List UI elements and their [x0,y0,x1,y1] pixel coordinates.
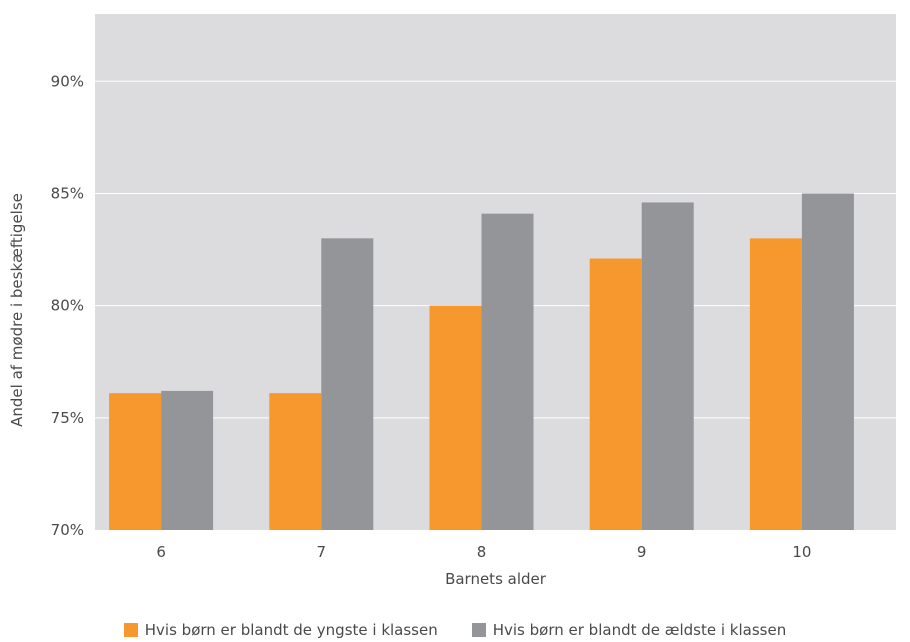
legend-label-oldest: Hvis børn er blandt de ældste i klassen [492,621,787,639]
bars [109,193,854,531]
x-axis-title: Barnets alder [445,570,547,588]
legend-item-youngest: Hvis børn er blandt de yngste i klassen [123,621,438,639]
y-tick-label: 80% [51,297,84,315]
bar-oldest [641,202,694,530]
legend-label-youngest: Hvis børn er blandt de yngste i klassen [144,621,438,639]
x-tick-label: 10 [792,543,811,561]
y-tick-label: 90% [51,72,84,90]
legend-item-oldest: Hvis børn er blandt de ældste i klassen [471,621,787,639]
x-tick-label: 7 [317,543,327,561]
x-tick-label: 8 [477,543,487,561]
x-tick-labels: 6 7 8 9 10 [156,543,811,561]
legend-swatch-gray [471,623,486,637]
bar-youngest [589,258,642,530]
x-tick-label: 9 [637,543,647,561]
bar-youngest [749,238,802,530]
y-tick-labels: 70% 75% 80% 85% 90% [51,72,84,539]
bar-oldest [801,193,854,530]
bar-youngest [109,393,162,530]
y-tick-label: 70% [51,521,84,539]
x-tick-label: 6 [156,543,166,561]
bar-oldest [321,238,374,530]
bar-youngest [269,393,322,530]
bar-oldest [481,213,534,531]
bar-chart: 70% 75% 80% 85% 90% 6 7 8 9 10 Barnets alder And… [8,14,896,588]
y-tick-label: 75% [51,409,84,427]
y-tick-label: 85% [51,184,84,202]
bar-oldest [161,390,214,530]
bar-youngest [429,305,482,530]
legend: Hvis børn er blandt de yngste i klassen … [0,618,910,642]
y-axis-title: Andel af mødre i beskæftigelse [8,193,26,427]
legend-swatch-orange [123,623,138,637]
